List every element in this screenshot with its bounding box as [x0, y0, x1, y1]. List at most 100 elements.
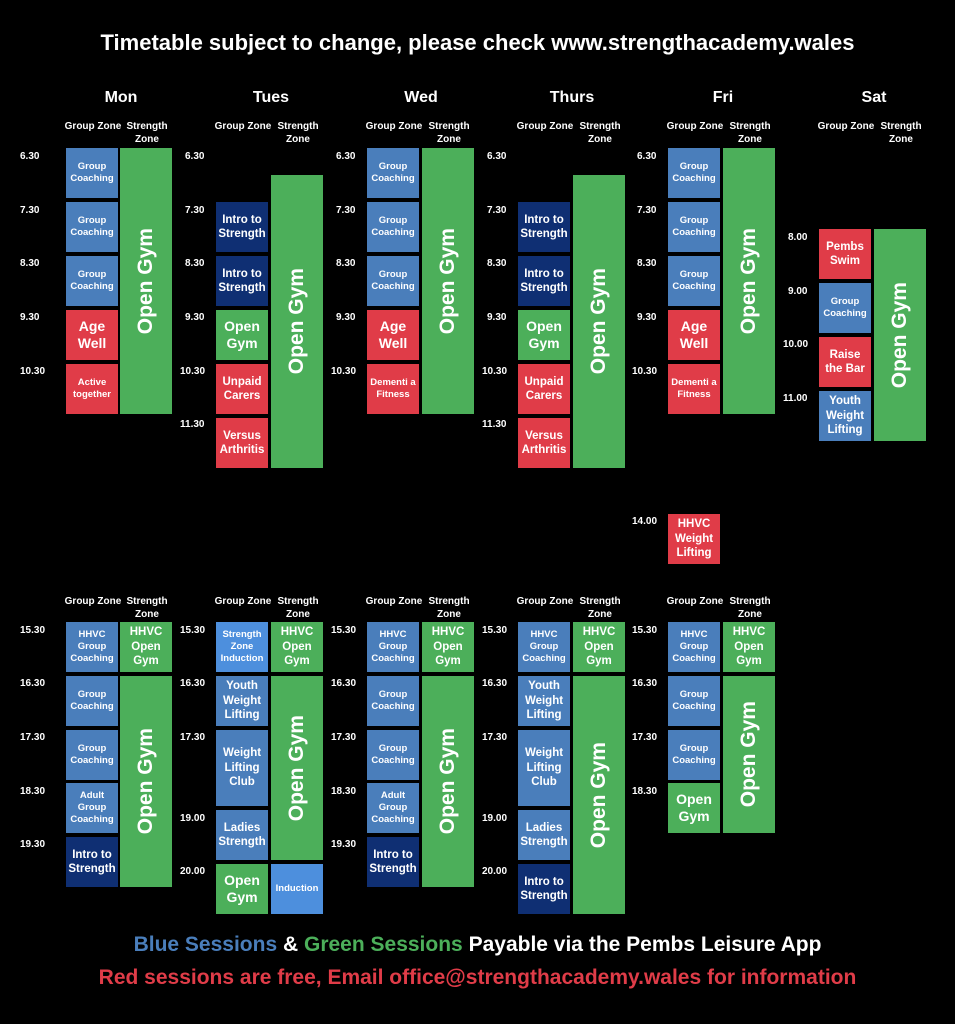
session-unpaid-carers[interactable]: Unpaid Carers	[216, 364, 268, 414]
session-open-gym[interactable]: Open Gym	[668, 783, 720, 833]
open-gym-label: Open Gym	[435, 728, 459, 835]
session-hhvc-group-coaching[interactable]: HHVC Group Coaching	[367, 622, 419, 672]
session-group-coaching[interactable]: Group Coaching	[668, 148, 720, 198]
session-youth-weight-lifting[interactable]: Youth Weight Lifting	[819, 391, 871, 441]
session-hhvc-open-gym[interactable]: HHVC Open Gym	[573, 622, 625, 672]
session-open-gym[interactable]: Open Gym	[120, 676, 172, 887]
session-adult-group-coaching[interactable]: Adult Group Coaching	[367, 783, 419, 833]
session-group-coaching[interactable]: Group Coaching	[66, 676, 118, 726]
session-open-gym[interactable]: Open Gym	[573, 175, 625, 468]
session-group-coaching[interactable]: Group Coaching	[367, 730, 419, 780]
session-age-well[interactable]: Age Well	[66, 310, 118, 360]
session-group-coaching[interactable]: Group Coaching	[66, 730, 118, 780]
zone-header-group: Group Zone	[666, 121, 724, 132]
session-open-gym[interactable]: Open Gym	[216, 864, 268, 914]
session-intro-strength[interactable]: Intro to Strength	[367, 837, 419, 887]
session-open-gym[interactable]: Open Gym	[271, 676, 323, 860]
session-group-coaching[interactable]: Group Coaching	[668, 730, 720, 780]
session-open-gym[interactable]: Open Gym	[271, 175, 323, 468]
session-group-coaching[interactable]: Group Coaching	[367, 676, 419, 726]
session-group-coaching[interactable]: Group Coaching	[66, 148, 118, 198]
session-group-coaching[interactable]: Group Coaching	[668, 676, 720, 726]
session-weight-lifting-club[interactable]: Weight Lifting Club	[518, 730, 570, 806]
time-label: 19.30	[331, 839, 357, 850]
session-hhvc-group-coaching[interactable]: HHVC Group Coaching	[518, 622, 570, 672]
session-open-gym[interactable]: Open Gym	[723, 148, 775, 414]
time-label: 10.30	[632, 366, 658, 377]
session-weight-lifting-club[interactable]: Weight Lifting Club	[216, 730, 268, 806]
time-label: 9.30	[487, 312, 507, 323]
time-label: 7.30	[637, 205, 657, 216]
session-versus-arthritis[interactable]: Versus Arthritis	[518, 418, 570, 468]
time-label: 11.30	[180, 419, 205, 430]
session-group-coaching[interactable]: Group Coaching	[66, 202, 118, 252]
session-group-coaching[interactable]: Group Coaching	[668, 256, 720, 306]
session-group-coaching[interactable]: Group Coaching	[668, 202, 720, 252]
session-intro-strength[interactable]: Intro to Strength	[216, 202, 268, 252]
zone-header-strength: Strength Zone	[880, 121, 922, 145]
session-open-gym[interactable]: Open Gym	[874, 229, 926, 441]
session-intro-strength[interactable]: Intro to Strength	[518, 256, 570, 306]
zone-header-strength: Strength Zone	[579, 121, 621, 145]
session-group-coaching[interactable]: Group Coaching	[819, 283, 871, 333]
zone-header-strength: Strength Zone	[126, 596, 168, 620]
time-label: 9.30	[637, 312, 657, 323]
session-hhvc-open-gym[interactable]: HHVC Open Gym	[422, 622, 474, 672]
session-group-coaching[interactable]: Group Coaching	[367, 256, 419, 306]
session-intro-strength[interactable]: Intro to Strength	[66, 837, 118, 887]
session-youth-weight-lifting[interactable]: Youth Weight Lifting	[518, 676, 570, 726]
session-group-coaching[interactable]: Group Coaching	[66, 256, 118, 306]
session-intro-strength[interactable]: Intro to Strength	[518, 202, 570, 252]
time-label: 6.30	[336, 151, 356, 162]
session-dementia-fitness[interactable]: Dementi a Fitness	[367, 364, 419, 414]
session-hhvc-open-gym[interactable]: HHVC Open Gym	[120, 622, 172, 672]
time-label: 7.30	[336, 205, 356, 216]
time-label: 8.30	[637, 258, 657, 269]
session-open-gym[interactable]: Open Gym	[120, 148, 172, 414]
session-pembs-swim[interactable]: Pembs Swim	[819, 229, 871, 279]
day-wed: Wed	[404, 89, 438, 106]
session-hhvc-open-gym[interactable]: HHVC Open Gym	[271, 622, 323, 672]
session-group-coaching[interactable]: Group Coaching	[367, 148, 419, 198]
time-label: 16.30	[331, 678, 357, 689]
session-ladies-strength[interactable]: Ladies Strength	[518, 810, 570, 860]
time-label: 18.30	[20, 786, 46, 797]
session-intro-strength[interactable]: Intro to Strength	[216, 256, 268, 306]
session-unpaid-carers[interactable]: Unpaid Carers	[518, 364, 570, 414]
session-raise-the-bar[interactable]: Raise the Bar	[819, 337, 871, 387]
open-gym-label: Open Gym	[736, 701, 760, 808]
session-youth-weight-lifting[interactable]: Youth Weight Lifting	[216, 676, 268, 726]
time-label: 7.30	[185, 205, 205, 216]
session-age-well[interactable]: Age Well	[367, 310, 419, 360]
time-label: 19.00	[482, 813, 508, 824]
session-versus-arthritis[interactable]: Versus Arthritis	[216, 418, 268, 468]
session-age-well[interactable]: Age Well	[668, 310, 720, 360]
session-open-gym[interactable]: Open Gym	[422, 676, 474, 887]
session-strength-zone-induction[interactable]: Strength Zone Induction	[216, 622, 268, 672]
session-intro-strength[interactable]: Intro to Strength	[518, 864, 570, 914]
time-label: 6.30	[637, 151, 657, 162]
time-label: 16.30	[20, 678, 46, 689]
session-group-coaching[interactable]: Group Coaching	[367, 202, 419, 252]
open-gym-label: Open Gym	[586, 741, 610, 849]
time-label: 18.30	[331, 786, 357, 797]
session-open-gym[interactable]: Open Gym	[573, 676, 625, 914]
session-open-gym[interactable]: Open Gym	[518, 310, 570, 360]
zone-header-group: Group Zone	[666, 596, 724, 607]
session-induction[interactable]: Induction	[271, 864, 323, 914]
footer-payable-text: Payable via the Pembs Leisure App	[468, 933, 822, 956]
session-hhvc-group-coaching[interactable]: HHVC Group Coaching	[668, 622, 720, 672]
session-open-gym[interactable]: Open Gym	[422, 148, 474, 414]
time-label: 11.30	[482, 419, 507, 430]
session-open-gym[interactable]: Open Gym	[216, 310, 268, 360]
time-label: 9.30	[185, 312, 205, 323]
open-gym-label: Open Gym	[887, 281, 911, 389]
session-hhvc-weight-lifting[interactable]: HHVC Weight Lifting	[668, 514, 720, 564]
session-hhvc-open-gym[interactable]: HHVC Open Gym	[723, 622, 775, 672]
session-adult-group-coaching[interactable]: Adult Group Coaching	[66, 783, 118, 833]
session-dementia-fitness[interactable]: Dementi a Fitness	[668, 364, 720, 414]
session-active-together[interactable]: Active together	[66, 364, 118, 414]
session-hhvc-group-coaching[interactable]: HHVC Group Coaching	[66, 622, 118, 672]
session-open-gym[interactable]: Open Gym	[723, 676, 775, 833]
session-ladies-strength[interactable]: Ladies Strength	[216, 810, 268, 860]
